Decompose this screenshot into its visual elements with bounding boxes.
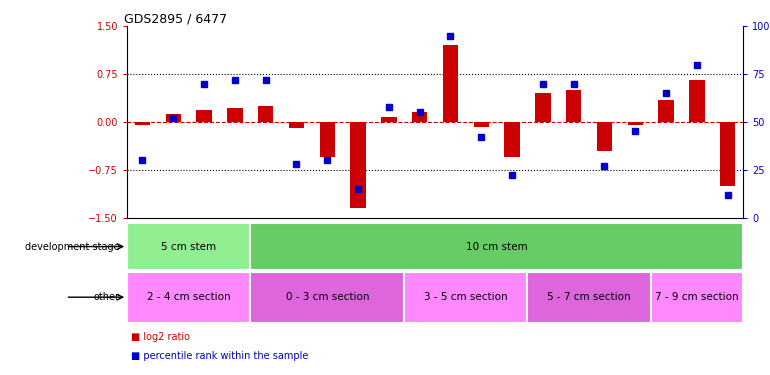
Bar <box>250 272 404 322</box>
Text: 7 - 9 cm section: 7 - 9 cm section <box>655 292 738 302</box>
Bar <box>689 81 705 122</box>
Text: 10 cm stem: 10 cm stem <box>466 242 527 252</box>
Text: GDS2895 / 6477: GDS2895 / 6477 <box>124 12 227 25</box>
Bar <box>289 122 304 128</box>
Text: 3 - 5 cm section: 3 - 5 cm section <box>424 292 507 302</box>
Bar <box>474 122 489 127</box>
Text: development stage: development stage <box>25 242 119 252</box>
Bar <box>566 90 581 122</box>
Bar <box>651 272 743 322</box>
Bar <box>720 122 735 186</box>
Bar <box>258 106 273 122</box>
Bar <box>412 112 427 122</box>
Bar <box>127 272 250 322</box>
Bar <box>404 272 527 322</box>
Bar <box>135 122 150 125</box>
Text: ■ percentile rank within the sample: ■ percentile rank within the sample <box>131 351 308 361</box>
Bar <box>381 117 397 122</box>
Bar <box>320 122 335 157</box>
Text: 0 - 3 cm section: 0 - 3 cm section <box>286 292 369 302</box>
Bar <box>628 122 643 125</box>
Bar <box>535 93 551 122</box>
Bar <box>250 223 743 270</box>
Bar <box>350 122 366 208</box>
Bar <box>597 122 612 150</box>
Bar <box>443 45 458 122</box>
Bar <box>166 114 181 122</box>
Text: 5 - 7 cm section: 5 - 7 cm section <box>547 292 631 302</box>
Text: 5 cm stem: 5 cm stem <box>161 242 216 252</box>
Bar <box>527 272 651 322</box>
Text: other: other <box>93 292 119 302</box>
Bar <box>658 100 674 122</box>
Text: 2 - 4 cm section: 2 - 4 cm section <box>147 292 230 302</box>
Bar <box>504 122 520 157</box>
Bar <box>127 223 250 270</box>
Bar <box>196 110 212 122</box>
Bar <box>227 108 243 122</box>
Text: ■ log2 ratio: ■ log2 ratio <box>131 333 190 342</box>
